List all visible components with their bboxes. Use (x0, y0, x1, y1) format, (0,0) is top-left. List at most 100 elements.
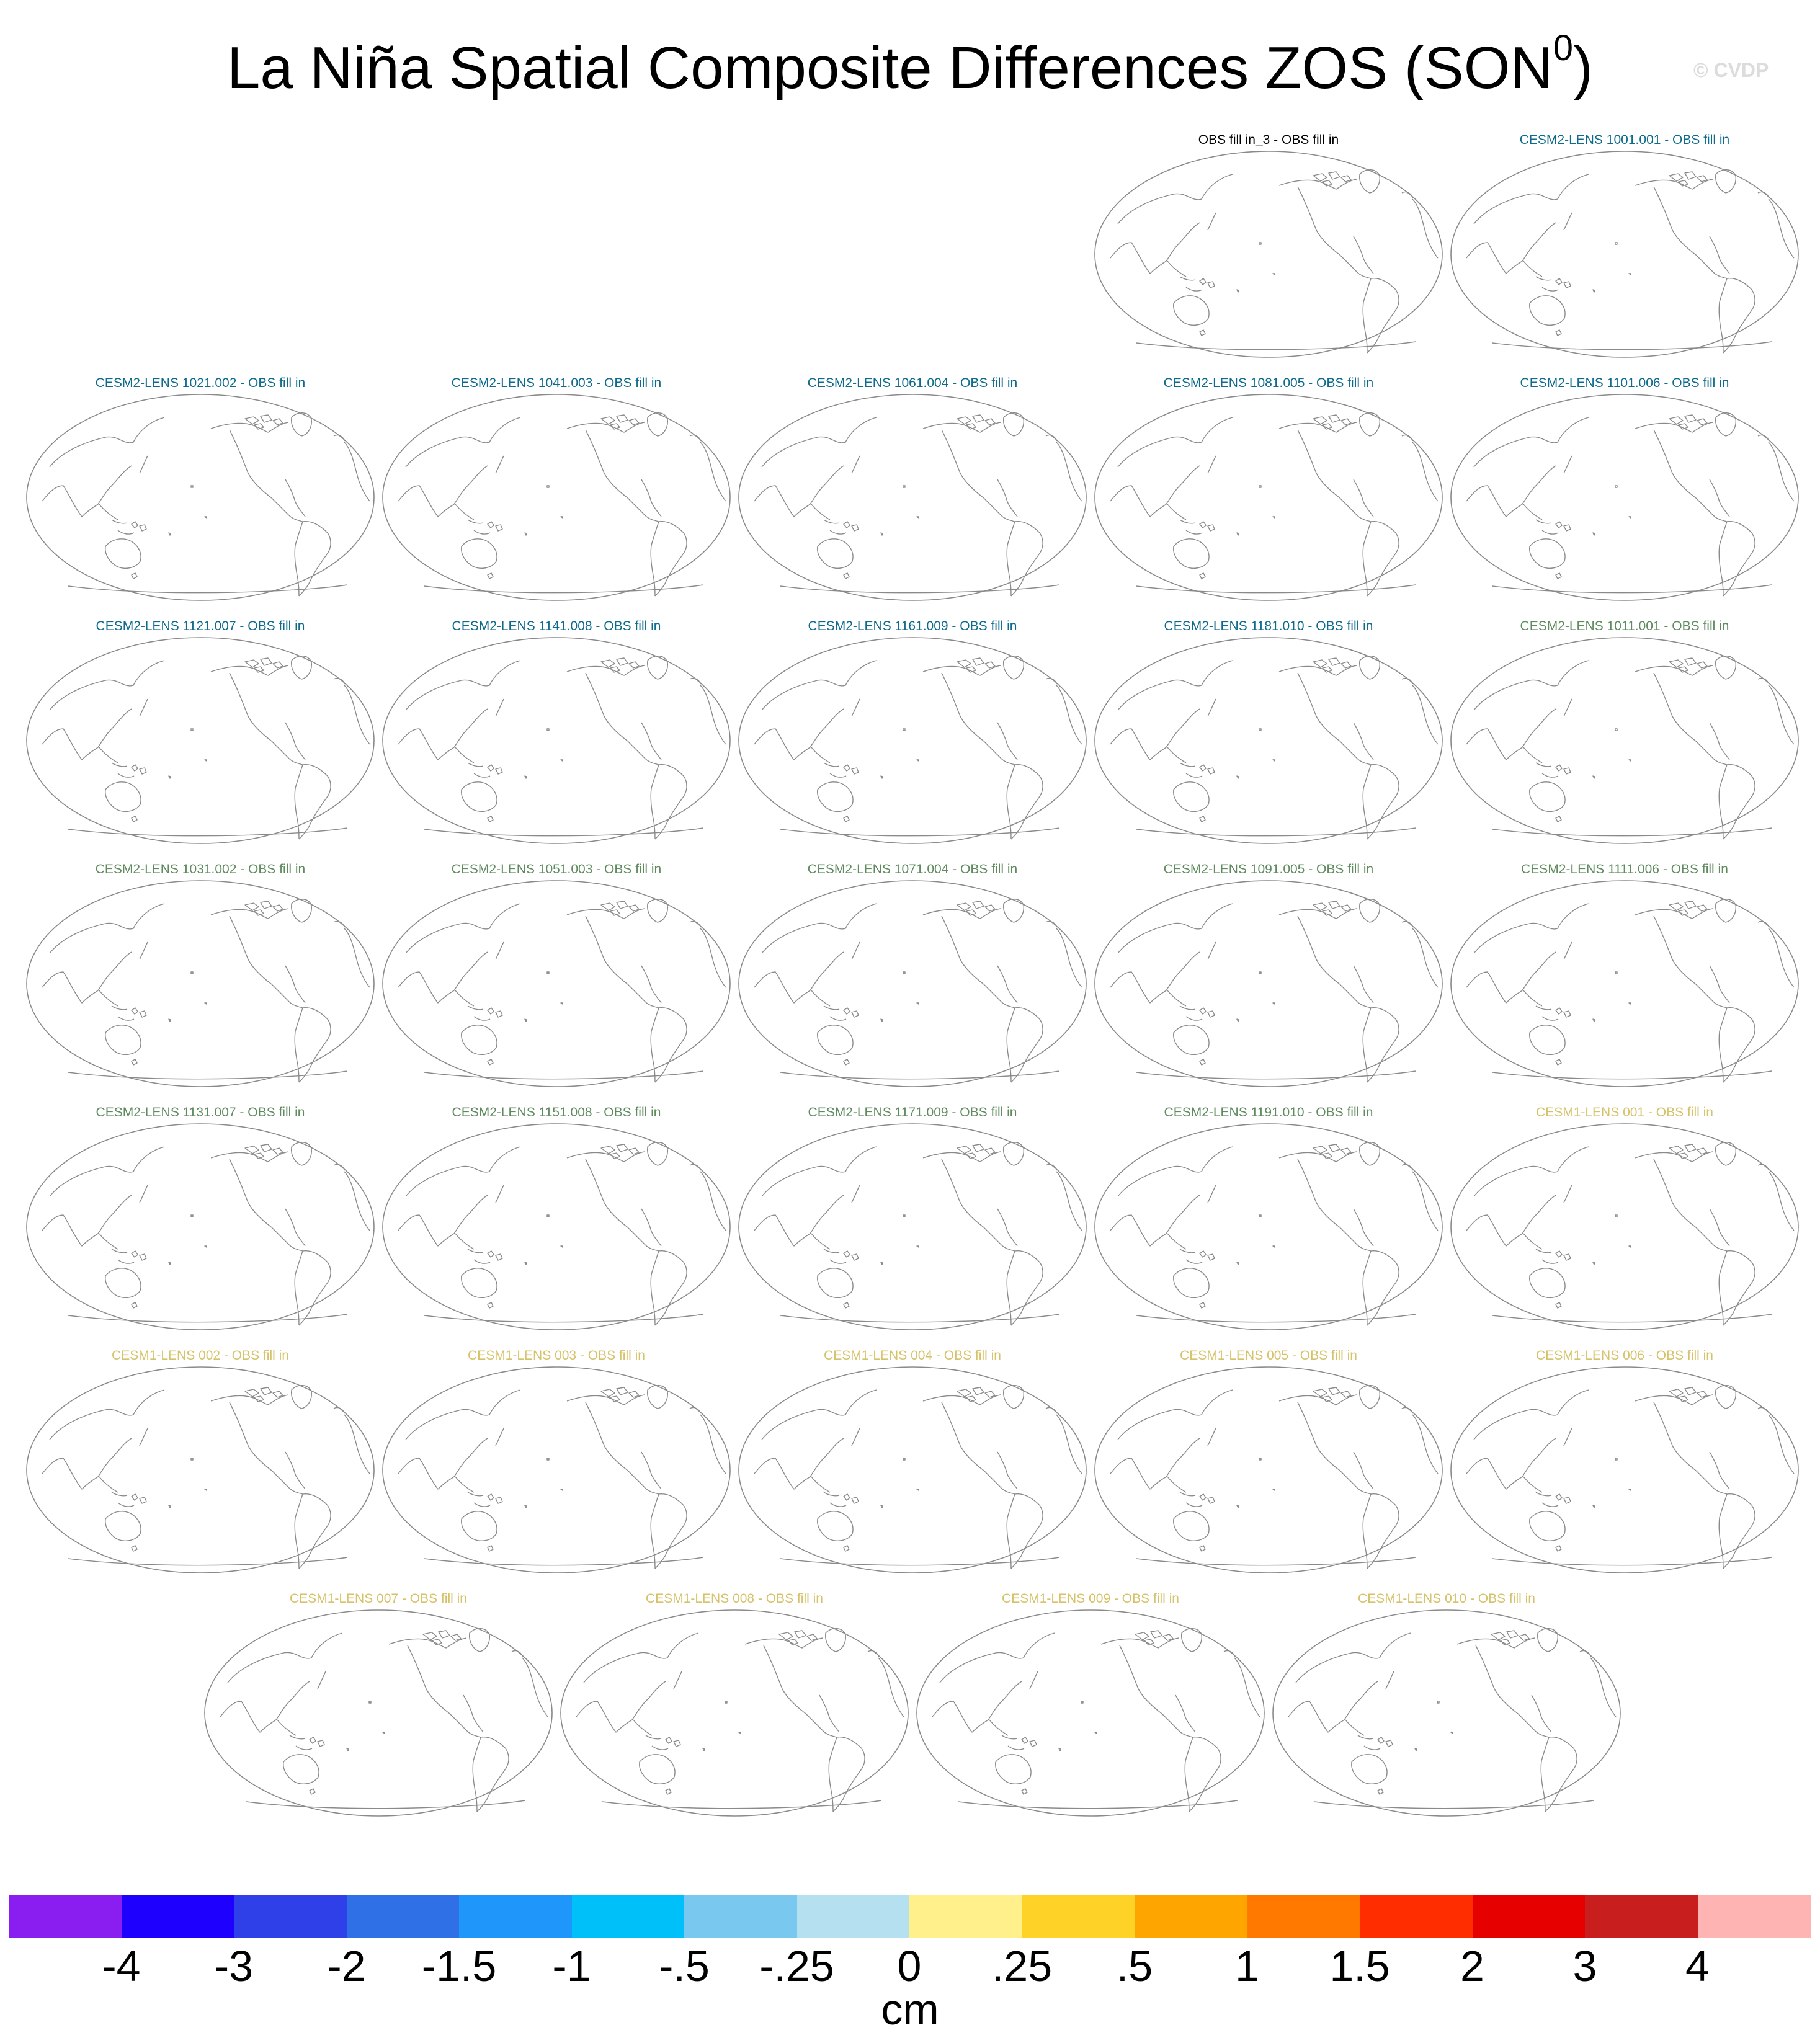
map-panel: CESM2-LENS 1151.008 - OBS fill in (381, 1105, 732, 1331)
world-map (382, 1366, 731, 1573)
map-panel: CESM1-LENS 009 - OBS fill in (915, 1591, 1266, 1817)
world-map (1450, 880, 1799, 1087)
panel-title: CESM2-LENS 1151.008 - OBS fill in (452, 1105, 661, 1119)
panel-title: CESM1-LENS 004 - OBS fill in (824, 1348, 1001, 1363)
world-map (1450, 1366, 1799, 1573)
panel-title: CESM1-LENS 008 - OBS fill in (646, 1591, 823, 1606)
colorbar-tick-label: -1.5 (421, 1942, 497, 1990)
panel-title: CESM2-LENS 1091.005 - OBS fill in (1163, 862, 1374, 876)
colorbar-swatch (909, 1895, 1022, 1938)
map-panel: CESM2-LENS 1011.001 - OBS fill in (1449, 618, 1800, 845)
panel-title: CESM1-LENS 006 - OBS fill in (1536, 1348, 1713, 1363)
panel-title: CESM2-LENS 1001.001 - OBS fill in (1519, 133, 1730, 147)
world-map (1094, 1123, 1443, 1330)
map-panel: CESM1-LENS 010 - OBS fill in (1271, 1591, 1622, 1817)
world-map (382, 880, 731, 1087)
map-panel: OBS fill in_3 - OBS fill in (1093, 132, 1444, 358)
panel-title: CESM2-LENS 1181.010 - OBS fill in (1164, 619, 1373, 633)
colorbar-tick-label: 1.5 (1329, 1942, 1390, 1990)
panel-title: CESM2-LENS 1031.002 - OBS fill in (95, 862, 306, 876)
panel-title: CESM2-LENS 1101.006 - OBS fill in (1520, 376, 1729, 390)
panel-title: CESM1-LENS 003 - OBS fill in (468, 1348, 645, 1363)
world-map (1272, 1609, 1621, 1817)
world-map (1094, 394, 1443, 601)
colorbar-tick-label: 3 (1572, 1942, 1597, 1990)
panel-title: CESM2-LENS 1011.001 - OBS fill in (1520, 619, 1729, 633)
panel-title: OBS fill in_3 - OBS fill in (1198, 133, 1339, 147)
title-main: La Niña Spatial Composite Differences ZO… (226, 35, 1553, 101)
world-map (1450, 1123, 1799, 1330)
colorbar-tick-label: -.25 (759, 1942, 834, 1990)
panel-title: CESM1-LENS 007 - OBS fill in (290, 1591, 467, 1606)
panel-title: CESM2-LENS 1131.007 - OBS fill in (96, 1105, 305, 1119)
colorbar-tick-label: -.5 (659, 1942, 710, 1990)
world-map (1450, 151, 1799, 358)
world-map (26, 1366, 375, 1573)
map-panel: CESM2-LENS 1171.009 - OBS fill in (737, 1105, 1088, 1331)
world-map (738, 394, 1087, 601)
panel-title: CESM2-LENS 1061.004 - OBS fill in (807, 376, 1018, 390)
map-panel: CESM2-LENS 1191.010 - OBS fill in (1093, 1105, 1444, 1331)
panel-title: CESM1-LENS 005 - OBS fill in (1180, 1348, 1357, 1363)
panel-title: CESM1-LENS 009 - OBS fill in (1002, 1591, 1179, 1606)
colorbar-tick-label: -4 (102, 1942, 141, 1990)
colorbar-tick-label: -3 (214, 1942, 254, 1990)
world-map (1450, 637, 1799, 844)
panel-title: CESM2-LENS 1021.002 - OBS fill in (95, 376, 306, 390)
colorbar-swatch (234, 1895, 347, 1938)
title-close: ) (1573, 35, 1593, 101)
world-map (382, 394, 731, 601)
map-panel: CESM2-LENS 1101.006 - OBS fill in (1449, 375, 1800, 602)
map-panel: CESM2-LENS 1091.005 - OBS fill in (1093, 861, 1444, 1088)
map-panel: CESM1-LENS 005 - OBS fill in (1093, 1348, 1444, 1574)
world-map (1094, 1366, 1443, 1573)
colorbar-swatch (9, 1895, 122, 1938)
colorbar-swatch (1247, 1895, 1360, 1938)
map-panel: CESM1-LENS 006 - OBS fill in (1449, 1348, 1800, 1574)
map-panel: CESM2-LENS 1031.002 - OBS fill in (25, 861, 376, 1088)
colorbar-swatch (1135, 1895, 1247, 1938)
panel-title: CESM2-LENS 1081.005 - OBS fill in (1163, 376, 1374, 390)
map-panel: CESM2-LENS 1111.006 - OBS fill in (1449, 861, 1800, 1088)
colorbar-tick-label: .5 (1116, 1942, 1153, 1990)
map-panel: CESM2-LENS 1071.004 - OBS fill in (737, 861, 1088, 1088)
colorbar-tick-label: -1 (552, 1942, 591, 1990)
colorbar-swatch (459, 1895, 572, 1938)
colorbar-swatch (1697, 1895, 1811, 1938)
colorbar-swatch (121, 1895, 234, 1938)
map-panel: CESM1-LENS 004 - OBS fill in (737, 1348, 1088, 1574)
world-map (1450, 394, 1799, 601)
map-panel: CESM2-LENS 1181.010 - OBS fill in (1093, 618, 1444, 845)
world-map (1094, 637, 1443, 844)
panel-title: CESM2-LENS 1141.008 - OBS fill in (452, 619, 661, 633)
colorbar-tick-label: -2 (327, 1942, 366, 1990)
world-map (738, 1366, 1087, 1573)
colorbar-swatch (1472, 1895, 1586, 1938)
map-panel: CESM2-LENS 1161.009 - OBS fill in (737, 618, 1088, 845)
world-map (204, 1609, 553, 1817)
map-panel: CESM2-LENS 1081.005 - OBS fill in (1093, 375, 1444, 602)
world-map (916, 1609, 1265, 1817)
colorbar-swatch (1585, 1895, 1698, 1938)
world-map (738, 637, 1087, 844)
world-map (26, 637, 375, 844)
map-panel: CESM2-LENS 1021.002 - OBS fill in (25, 375, 376, 602)
world-map (738, 880, 1087, 1087)
colorbar-tick-label: 2 (1460, 1942, 1484, 1990)
colorbar-tick-label: 4 (1685, 1942, 1710, 1990)
panel-title: CESM1-LENS 001 - OBS fill in (1536, 1105, 1713, 1119)
colorbar (9, 1895, 1811, 1938)
map-panel: CESM2-LENS 1061.004 - OBS fill in (737, 375, 1088, 602)
panel-title: CESM1-LENS 002 - OBS fill in (112, 1348, 289, 1363)
colorbar-swatch (796, 1895, 910, 1938)
map-panel: CESM2-LENS 1041.003 - OBS fill in (381, 375, 732, 602)
world-map (382, 1123, 731, 1330)
world-map (26, 1123, 375, 1330)
world-map (26, 394, 375, 601)
colorbar-swatch (1360, 1895, 1473, 1938)
world-map (26, 880, 375, 1087)
panel-title: CESM2-LENS 1071.004 - OBS fill in (807, 862, 1018, 876)
panel-title: CESM2-LENS 1161.009 - OBS fill in (808, 619, 1017, 633)
colorbar-tick-label: .25 (991, 1942, 1053, 1990)
map-panel: CESM1-LENS 002 - OBS fill in (25, 1348, 376, 1574)
